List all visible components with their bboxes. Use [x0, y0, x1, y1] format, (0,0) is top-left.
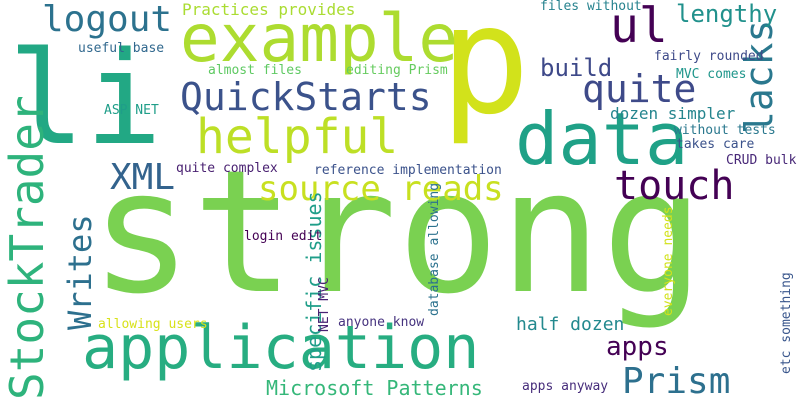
- word-mvc-comes: MVC comes: [676, 67, 747, 82]
- word-ul: ul: [610, 0, 668, 54]
- word-takes-care: takes care: [676, 137, 755, 152]
- word-touch: touch: [614, 163, 735, 209]
- word-example: example: [180, 0, 459, 77]
- word-source-reads: source reads: [258, 169, 504, 209]
- word-etc-something: etc something: [779, 272, 794, 374]
- word-apps-anyway: apps anyway: [522, 379, 609, 394]
- word-strong: strong: [90, 134, 705, 332]
- word-practices-provides: Practices provides: [182, 0, 356, 19]
- word-reference-implementation: reference implementation: [314, 163, 502, 178]
- word-prism: Prism: [622, 361, 731, 400]
- word-li: li: [8, 25, 163, 174]
- word-net-mvc: NET MVC: [317, 277, 332, 332]
- word-logout: logout: [42, 0, 173, 40]
- word-almost-files: almost files: [208, 63, 302, 78]
- word-p: p: [440, 0, 531, 148]
- word-without-tests: without tests: [674, 123, 776, 138]
- word-allowing-users: allowing users: [98, 317, 208, 332]
- word-database-allowing: database allowing: [427, 182, 442, 316]
- word-quite-complex: quite complex: [176, 161, 278, 176]
- word-xml: XML: [110, 157, 176, 198]
- word-apps: apps: [606, 332, 669, 362]
- word-lengthy: lengthy: [676, 0, 778, 28]
- word-editing-prism: editing Prism: [346, 63, 448, 78]
- word-dozen-simpler: dozen simpler: [610, 104, 736, 123]
- word-quite: quite: [582, 67, 697, 111]
- word-login-edit: login edit: [244, 229, 323, 244]
- word-writes: Writes: [61, 214, 99, 330]
- word-helpful: helpful: [196, 109, 399, 165]
- word-asp-net: ASP NET: [104, 103, 159, 118]
- word-files-without: files without: [540, 0, 642, 14]
- word-quickstarts: QuickStarts: [180, 75, 432, 119]
- word-useful-base: useful base: [78, 41, 165, 56]
- word-stocktrader: StockTrader: [0, 95, 54, 400]
- word-half-dozen: half dozen: [516, 314, 625, 335]
- word-anyone-know: anyone know: [338, 315, 425, 330]
- word-build: build: [540, 54, 613, 82]
- word-crud-bulk: CRUD bulk: [726, 153, 797, 168]
- word-microsoft-patterns: Microsoft Patterns: [266, 376, 483, 400]
- word-everyone-needs: everyone needs: [661, 206, 676, 316]
- word-data: data: [515, 97, 689, 181]
- word-fairly-rounded: fairly rounded: [654, 49, 764, 64]
- word-application: application: [82, 313, 480, 383]
